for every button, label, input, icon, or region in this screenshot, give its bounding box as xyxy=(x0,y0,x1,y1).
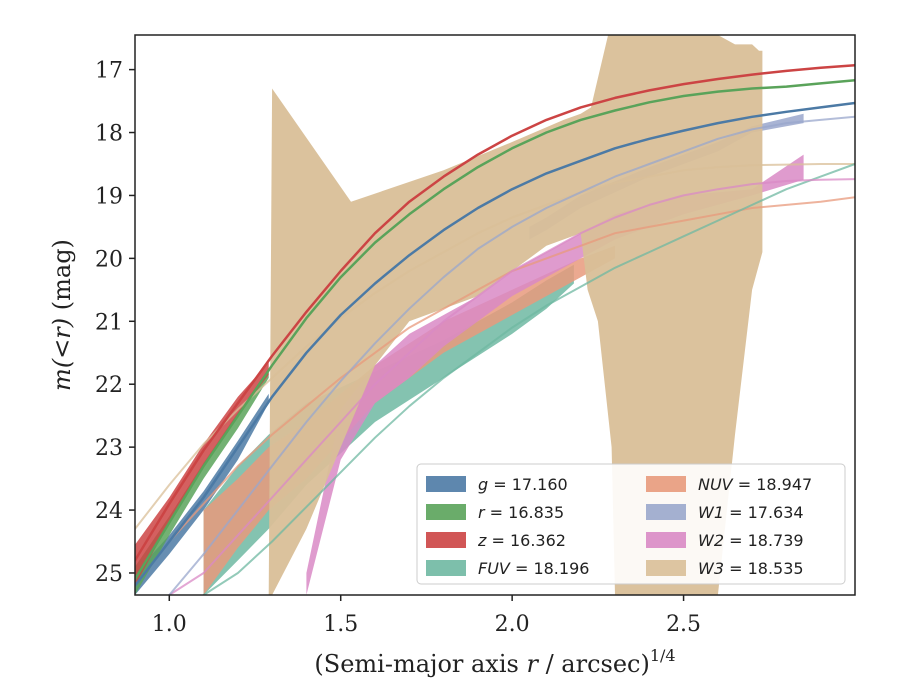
series-lines xyxy=(135,63,855,595)
line-r xyxy=(135,79,855,581)
legend-frame xyxy=(416,463,846,585)
line-w3 xyxy=(135,163,855,530)
legend: g = 17.160 r = 16.835 z = 16.362 FUV = 18.1… xyxy=(416,463,846,585)
y-tick-label: 23 xyxy=(95,436,123,461)
y-tick-label: 24 xyxy=(95,499,123,524)
y-tick-label: 18 xyxy=(95,122,123,147)
legend-label-w2: W2 = 18.739 xyxy=(698,531,804,550)
y-axis-label-unit: (mag) xyxy=(48,239,76,318)
legend-label-z: z = 16.362 xyxy=(477,531,566,550)
legend-swatch-w3 xyxy=(646,560,686,576)
legend-swatch-r xyxy=(426,504,466,520)
y-axis-label-var: m(<r) xyxy=(48,318,76,391)
legend-label-nuv: NUV = 18.947 xyxy=(698,475,812,494)
y-tick-label: 20 xyxy=(95,247,123,272)
x-tick-label: 1.5 xyxy=(323,612,358,637)
legend-label-r: r = 16.835 xyxy=(478,503,564,522)
legend-swatch-nuv xyxy=(646,476,686,492)
x-axis-label-var: r xyxy=(526,650,539,678)
line-w1 xyxy=(168,115,855,595)
x-axis-label-tail: / arcsec) xyxy=(538,650,650,678)
y-tick-label: 17 xyxy=(95,59,123,84)
band-nuv xyxy=(203,245,615,595)
line-g xyxy=(135,101,855,587)
y-tick-label: 22 xyxy=(95,373,123,398)
legend-swatch-w1 xyxy=(646,504,686,520)
band-r xyxy=(135,368,269,595)
legend-swatch-w2 xyxy=(646,532,686,548)
band-w1 xyxy=(529,113,804,240)
line-z xyxy=(135,63,855,562)
x-axis-label-exponent: 1/4 xyxy=(650,646,676,665)
legend-label-fuv: FUV = 18.196 xyxy=(478,559,589,578)
band-w3 xyxy=(268,35,763,595)
legend-label-w1: W1 = 17.634 xyxy=(698,503,804,522)
legend-label-w3: W3 = 18.535 xyxy=(698,559,804,578)
plot-frame xyxy=(134,34,856,596)
x-tick-label: 2.5 xyxy=(666,612,701,637)
x-axis: 1.0 1.5 2.0 2.5 xyxy=(152,595,701,637)
legend-swatch-z xyxy=(426,532,466,548)
x-axis-label: (Semi-major axis r / arcsec)1/4 xyxy=(314,646,675,678)
legend-swatch-fuv xyxy=(426,560,466,576)
line-fuv xyxy=(202,163,855,595)
y-axis-label: m(<r) (mag) xyxy=(48,239,76,391)
x-tick-label: 2.0 xyxy=(495,612,530,637)
band-g xyxy=(135,393,269,595)
legend-swatch-g xyxy=(426,476,466,492)
band-fuv xyxy=(203,264,574,595)
y-tick-label: 21 xyxy=(95,310,123,335)
x-tick-label: 1.0 xyxy=(152,612,187,637)
legend-label-g: g = 17.160 xyxy=(478,475,568,494)
line-w2 xyxy=(168,178,855,595)
y-tick-label: 25 xyxy=(95,562,123,587)
x-axis-label-main: (Semi-major axis xyxy=(314,650,526,678)
band-w2 xyxy=(306,154,804,595)
y-tick-label: 19 xyxy=(95,184,123,209)
y-axis: 17 18 19 20 21 22 23 24 25 xyxy=(95,59,135,587)
